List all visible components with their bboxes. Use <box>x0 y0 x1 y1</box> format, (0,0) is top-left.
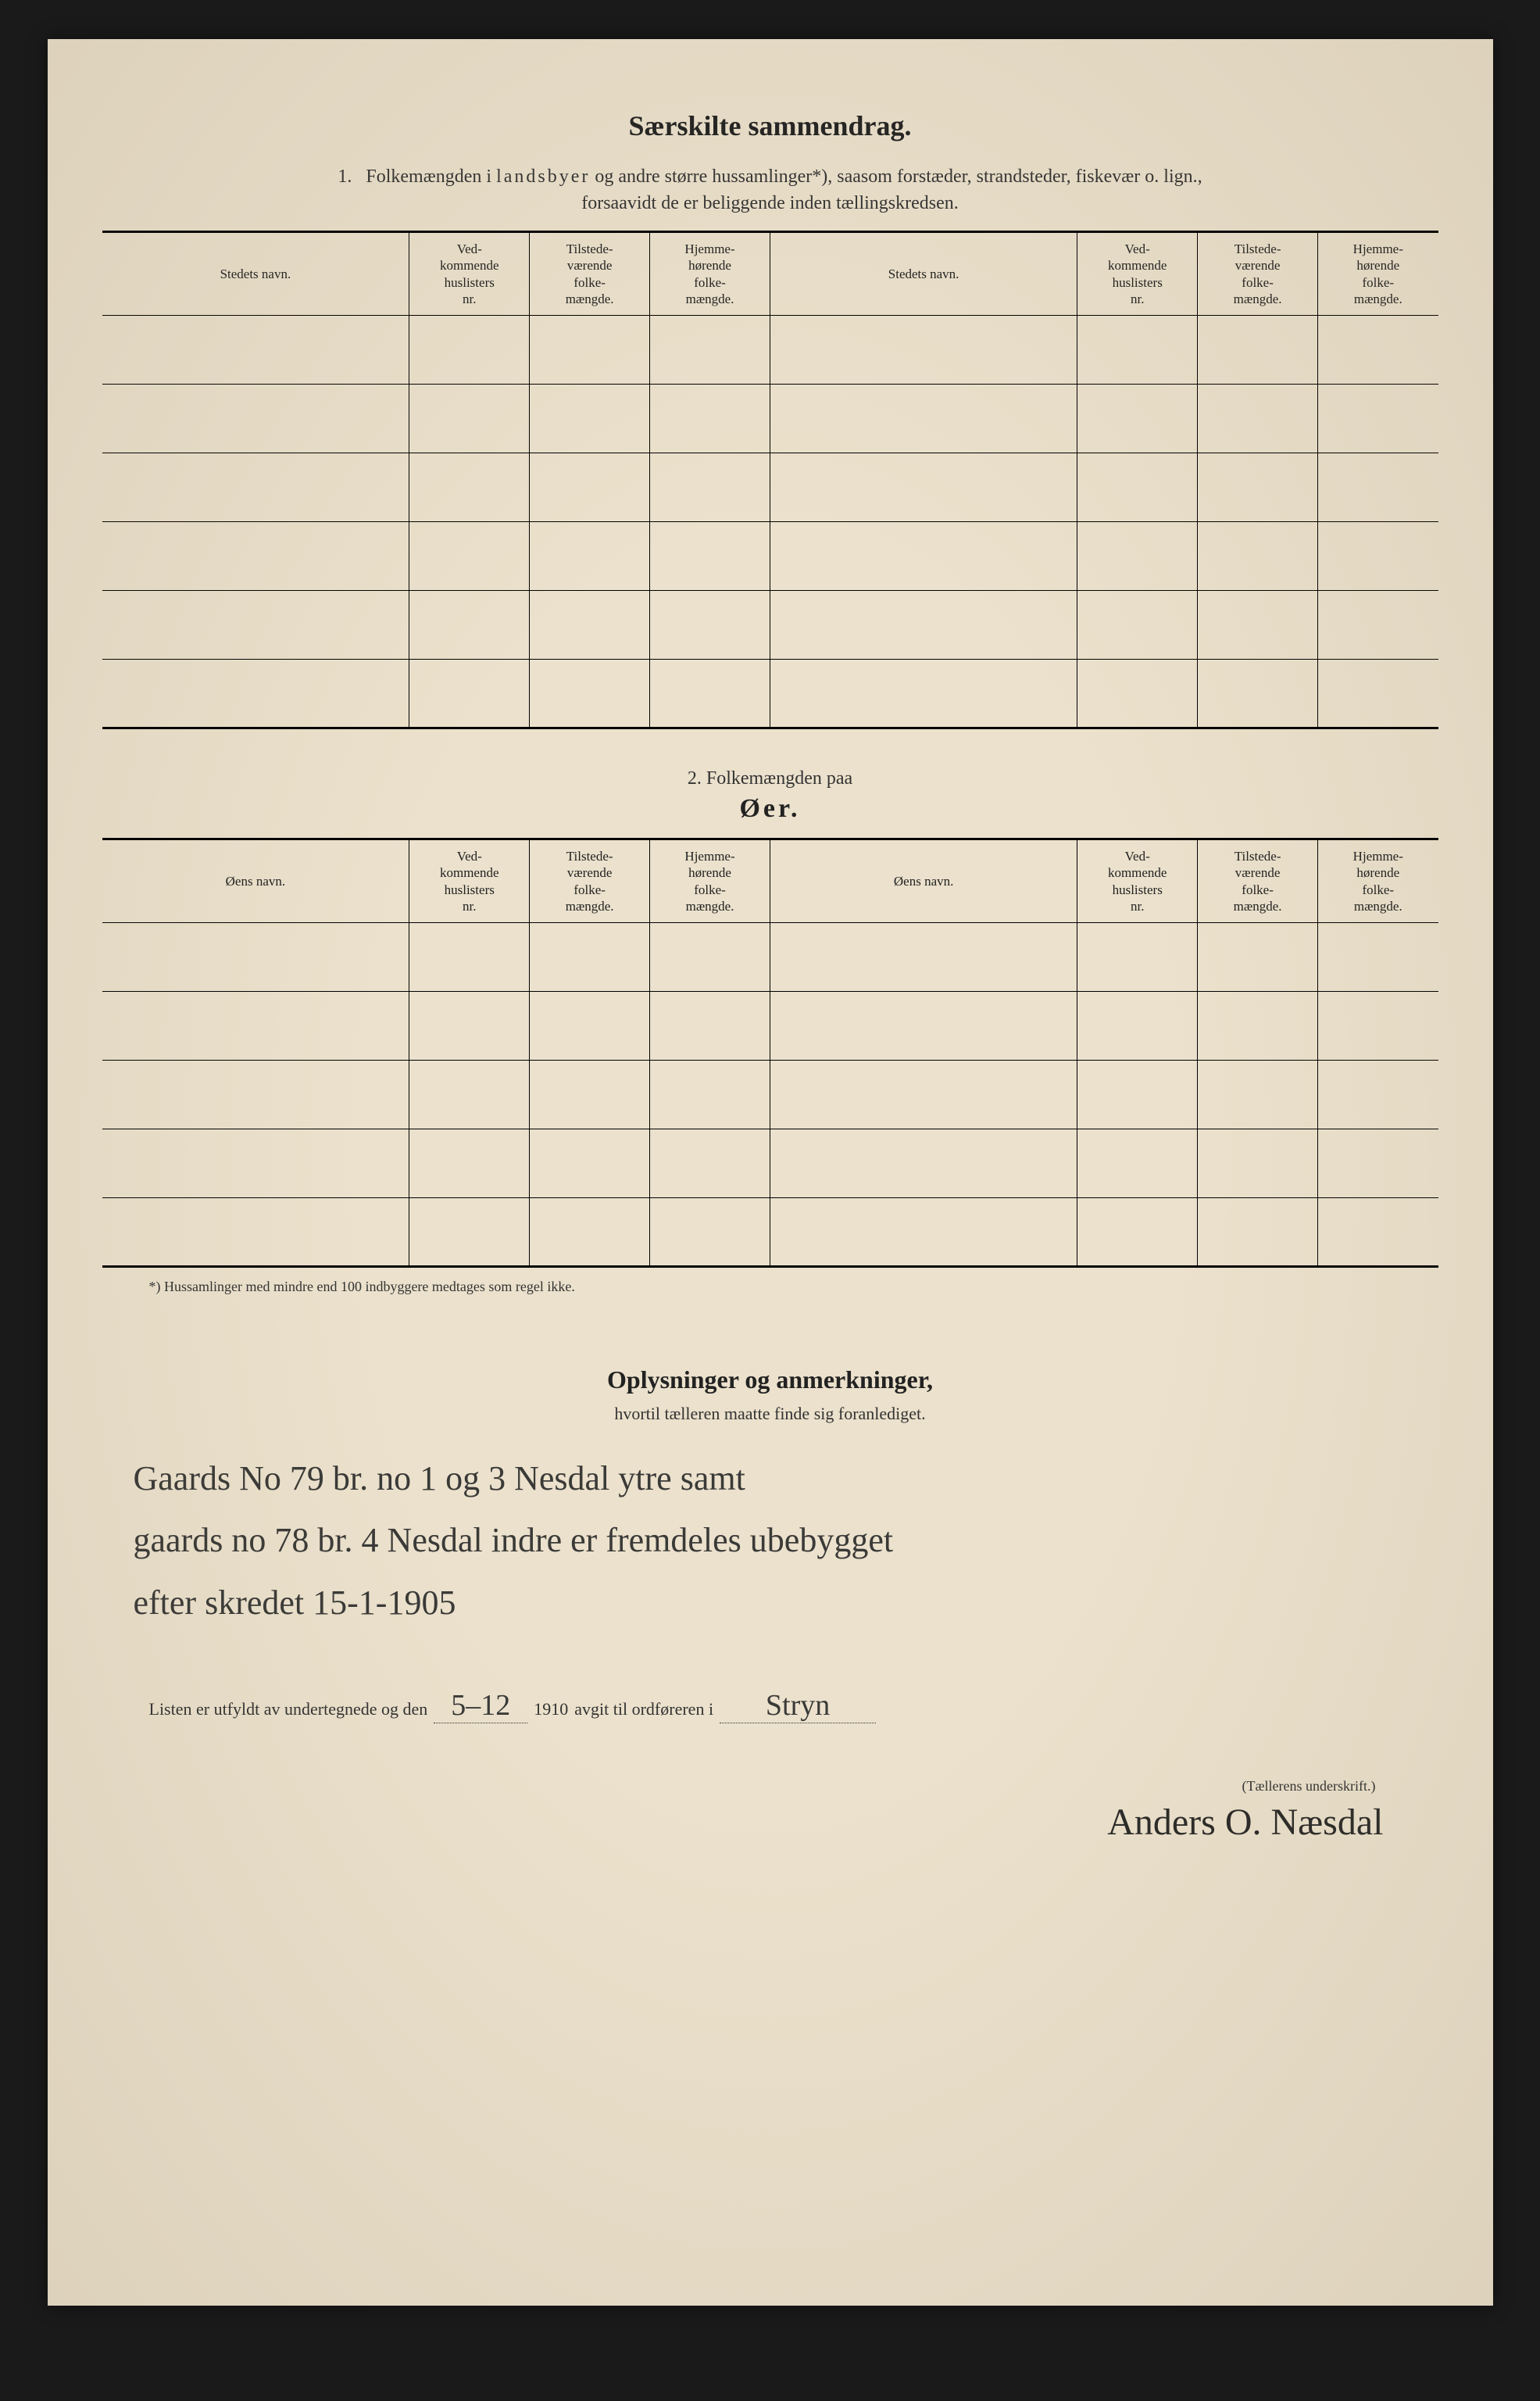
table-row <box>102 591 1438 660</box>
table-row <box>102 522 1438 591</box>
handwritten-remarks: Gaards No 79 br. no 1 og 3 Nesdal ytre s… <box>134 1447 1407 1633</box>
t1-col-7: Hjemme- hørende folke- mængde. <box>1318 232 1438 316</box>
t1-col-5: Ved- kommende huslisters nr. <box>1077 232 1198 316</box>
sig-mid: avgit til ordføreren i <box>574 1699 713 1719</box>
table-row <box>102 660 1438 728</box>
t2-col-7: Hjemme- hørende folke- mængde. <box>1318 839 1438 923</box>
t1-body <box>102 316 1438 728</box>
table-row <box>102 385 1438 453</box>
table-row <box>102 316 1438 385</box>
table-2: Øens navn. Ved- kommende huslisters nr. … <box>102 838 1438 1268</box>
t2-col-1: Ved- kommende huslisters nr. <box>409 839 530 923</box>
section2-title: Øer. <box>102 794 1438 824</box>
t2-col-3: Hjemme- hørende folke- mængde. <box>650 839 770 923</box>
t1-col-6: Tilstede- værende folke- mængde. <box>1198 232 1318 316</box>
t2-col-6: Tilstede- værende folke- mængde. <box>1198 839 1318 923</box>
t2-col-4: Øens navn. <box>770 839 1077 923</box>
table-row <box>102 923 1438 992</box>
signature: Anders O. Næsdal <box>102 1801 1384 1844</box>
t1-col-2: Tilstede- værende folke- mængde. <box>530 232 650 316</box>
t1-col-4: Stedets navn. <box>770 232 1077 316</box>
table-row <box>102 1129 1438 1198</box>
signature-line: Listen er utfyldt av undertegnede og den… <box>149 1688 1438 1723</box>
t1-col-1: Ved- kommende huslisters nr. <box>409 232 530 316</box>
t2-body <box>102 923 1438 1267</box>
footnote: *) Hussamlinger med mindre end 100 indby… <box>149 1279 1438 1295</box>
table-1: Stedets navn. Ved- kommende huslisters n… <box>102 231 1438 729</box>
table-row <box>102 992 1438 1061</box>
hand-line-0: Gaards No 79 br. no 1 og 3 Nesdal ytre s… <box>134 1447 1407 1509</box>
t1-col-3: Hjemme- hørende folke- mængde. <box>650 232 770 316</box>
table-row <box>102 453 1438 522</box>
section2-num: 2. Folkemængden paa <box>102 768 1438 789</box>
table-row <box>102 1061 1438 1129</box>
t2-col-0: Øens navn. <box>102 839 409 923</box>
remarks-sub: hvortil tælleren maatte finde sig foranl… <box>102 1404 1438 1424</box>
sig-prefix: Listen er utfyldt av undertegnede og den <box>149 1699 428 1719</box>
t2-col-5: Ved- kommende huslisters nr. <box>1077 839 1198 923</box>
remarks-title: Oplysninger og anmerkninger, <box>102 1365 1438 1394</box>
table-row <box>102 1198 1438 1267</box>
main-title: Særskilte sammendrag. <box>102 109 1438 142</box>
t1-col-0: Stedets navn. <box>102 232 409 316</box>
section1-intro: 1. Folkemængden i landsbyer og andre stø… <box>102 164 1438 216</box>
t2-col-2: Tilstede- værende folke- mængde. <box>530 839 650 923</box>
sig-year: 1910 <box>534 1699 568 1719</box>
signature-caption: (Tællerens underskrift.) <box>102 1778 1376 1794</box>
sig-place: Stryn <box>720 1688 876 1723</box>
hand-line-1: gaards no 78 br. 4 Nesdal indre er fremd… <box>134 1509 1407 1571</box>
hand-line-2: efter skredet 15-1-1905 <box>134 1572 1407 1633</box>
sig-date: 5–12 <box>434 1688 527 1723</box>
document-page: Særskilte sammendrag. 1. Folkemængden i … <box>48 39 1493 2306</box>
